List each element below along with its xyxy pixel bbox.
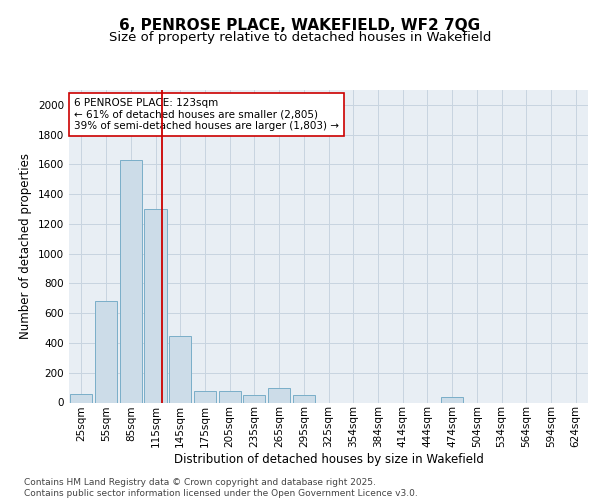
Text: Contains HM Land Registry data © Crown copyright and database right 2025.
Contai: Contains HM Land Registry data © Crown c…: [24, 478, 418, 498]
Bar: [145, 209, 167, 402]
Y-axis label: Number of detached properties: Number of detached properties: [19, 153, 32, 339]
Bar: [119, 160, 142, 402]
X-axis label: Distribution of detached houses by size in Wakefield: Distribution of detached houses by size …: [173, 453, 484, 466]
Bar: [293, 395, 315, 402]
Bar: [268, 388, 290, 402]
Bar: [70, 394, 92, 402]
Bar: [169, 336, 191, 402]
Bar: [218, 390, 241, 402]
Text: Size of property relative to detached houses in Wakefield: Size of property relative to detached ho…: [109, 31, 491, 44]
Text: 6, PENROSE PLACE, WAKEFIELD, WF2 7QG: 6, PENROSE PLACE, WAKEFIELD, WF2 7QG: [119, 18, 481, 32]
Bar: [95, 302, 117, 402]
Bar: [441, 396, 463, 402]
Bar: [194, 390, 216, 402]
Text: 6 PENROSE PLACE: 123sqm
← 61% of detached houses are smaller (2,805)
39% of semi: 6 PENROSE PLACE: 123sqm ← 61% of detache…: [74, 98, 339, 131]
Bar: [243, 395, 265, 402]
